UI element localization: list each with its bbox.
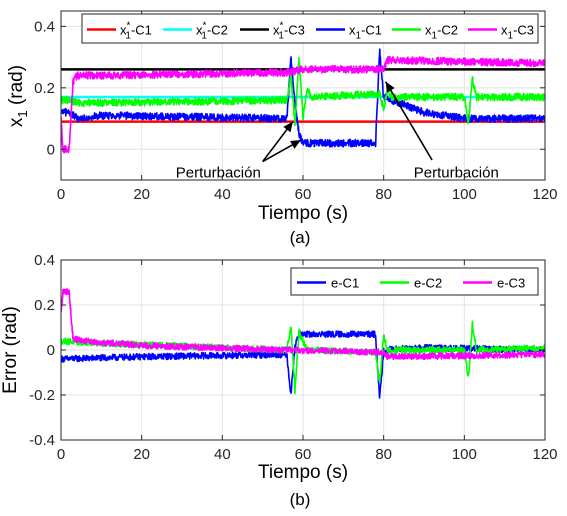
legend-label: x1-C1 (349, 23, 382, 42)
legend-box (81, 13, 539, 44)
annotation-label: Perturbación (176, 164, 261, 181)
legend-label-suffix: -C2 (207, 23, 228, 38)
legend-label: x* 1-C3 (273, 21, 305, 42)
legend-label-suffix: -C3 (513, 23, 534, 38)
y-axis-label: x1 (rad) (6, 65, 30, 127)
legend-label-base: x (425, 23, 432, 38)
legend-label-base: x (196, 23, 203, 38)
series-line (61, 330, 545, 399)
legend-label-base: x (120, 23, 127, 38)
legend-label-suffix: -C2 (437, 23, 458, 38)
legend-label: x* 1-C2 (196, 21, 228, 42)
legend: e-C1 e-C2 e-C3 (290, 267, 539, 296)
y-tick-label: 0.4 (34, 252, 55, 269)
legend-label-sup: * (127, 21, 131, 32)
series-line (61, 288, 545, 361)
legend-label-sub: 1 (508, 31, 514, 42)
legend-label-sub: 1 (201, 31, 207, 42)
legend-label: x1-C2 (425, 23, 458, 42)
panel-caption: (b) (290, 490, 311, 509)
y-tick-label: -0.2 (29, 387, 55, 404)
x-tick-label: 40 (214, 446, 231, 463)
y-tick-label: 0.2 (34, 297, 55, 314)
legend-label-base: x (273, 23, 280, 38)
legend-label-base: x (349, 23, 356, 38)
chart-b: 0 20 40 60 80 100 120 -0.4 -0.2 0 0.2 0.4 Tiempo (s)… (0, 252, 558, 509)
y-axis-label: Error (rad) (0, 306, 21, 394)
x-tick-label: 100 (452, 186, 477, 203)
y-tick-label: 0 (47, 342, 55, 359)
legend: x* 1-C1 x* 1-C2 x* 1-C3 x1-C1 x1-C2 x1-C3 (81, 13, 539, 44)
x-tick-label: 80 (375, 186, 392, 203)
legend-label-base: x (501, 23, 508, 38)
series-line (61, 48, 545, 148)
legend-label-sub: 1 (356, 31, 362, 42)
x-axis-label: Tiempo (s) (258, 462, 348, 483)
legend-label: e-C2 (414, 276, 442, 291)
x-tick-label: 20 (133, 186, 150, 203)
x-tick-label: 120 (532, 446, 557, 463)
chart-a: Perturbación Perturbación 0 20 40 60 80 100 120 0… (6, 10, 558, 247)
legend-label-suffix: -C3 (284, 23, 305, 38)
y-axis-label-unit: (rad) (6, 65, 27, 110)
y-tick-label: 0 (47, 141, 55, 158)
y-tick-label: -0.4 (29, 432, 55, 449)
legend-label-suffix: -C1 (361, 23, 382, 38)
x-tick-label: 0 (57, 446, 65, 463)
x-tick-label: 100 (452, 446, 477, 463)
annotation-arrowhead (283, 121, 293, 133)
legend-label-sup: * (280, 21, 284, 32)
x-tick-label: 60 (295, 186, 312, 203)
legend-box (290, 267, 539, 296)
legend-label: x* 1-C1 (120, 21, 152, 42)
legend-label-sub: 1 (125, 31, 131, 42)
y-tick-label: 0.2 (34, 80, 55, 97)
x-tick-label: 60 (295, 446, 312, 463)
annotation-arrowhead (290, 140, 301, 149)
series-line (61, 55, 545, 154)
x-tick-label: 80 (375, 446, 392, 463)
x-tick-label: 20 (133, 446, 150, 463)
legend-label: x1-C3 (501, 23, 534, 42)
y-axis-label-base: x (6, 117, 27, 127)
x-axis-label: Tiempo (s) (258, 203, 348, 224)
legend-label-sub: 1 (432, 31, 438, 42)
y-tick-label: 0.4 (34, 18, 55, 35)
annotation-arrow (384, 81, 433, 161)
annotation-label: Perturbación (414, 164, 499, 181)
legend-label-suffix: -C1 (131, 23, 152, 38)
annotation-arrowhead (385, 81, 395, 93)
x-tick-label: 40 (214, 186, 231, 203)
series-line (61, 56, 545, 127)
x-tick-label: 0 (57, 186, 65, 203)
panel-caption: (a) (290, 228, 311, 247)
y-axis-label-sub: 1 (15, 110, 30, 117)
x-tick-label: 120 (532, 186, 557, 203)
legend-label: e-C1 (331, 276, 359, 291)
legend-label-sub: 1 (278, 31, 284, 42)
legend-label: e-C3 (497, 276, 525, 291)
legend-label-sup: * (203, 21, 207, 32)
